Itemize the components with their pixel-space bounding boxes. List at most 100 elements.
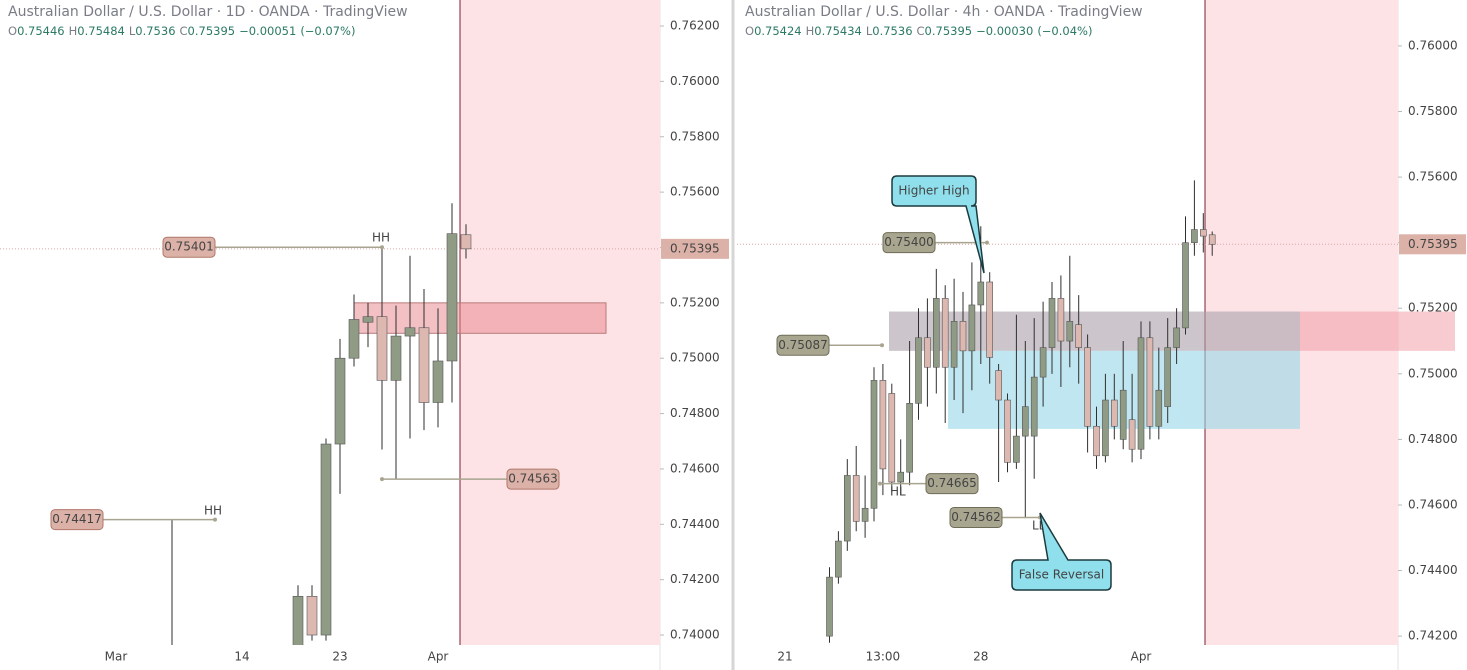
zone	[353, 302, 607, 334]
candle-body	[932, 298, 940, 368]
y-tick-label: 0.74000	[670, 628, 720, 642]
x-tick-label: 23	[332, 650, 347, 664]
price-label-dot	[878, 481, 882, 486]
candle-body	[1093, 425, 1100, 457]
change-pct: (−0.07%)	[300, 24, 356, 38]
change-pct: (−0.04%)	[1037, 24, 1093, 38]
ohlc-value: 0.7536	[872, 24, 913, 38]
y-tick-label: 0.74200	[1408, 629, 1458, 643]
zone	[1300, 311, 1455, 351]
marker-label: HH	[204, 504, 222, 518]
callout	[1011, 512, 1112, 591]
candle-body	[1200, 229, 1207, 237]
y-tick-label: 0.75600	[670, 185, 720, 199]
price-label-box	[506, 468, 560, 490]
y-tick-label: 0.76000	[1408, 38, 1458, 52]
candle-body	[968, 304, 976, 352]
ohlc-key: L	[865, 24, 873, 38]
price-label-box	[925, 473, 979, 495]
price-label-box	[882, 232, 936, 254]
x-tick-label: 14	[234, 650, 249, 664]
y-tick-label: 0.75600	[1408, 170, 1458, 184]
candle-body	[1030, 376, 1038, 437]
x-tick-label: 28	[973, 650, 988, 664]
candle-body	[334, 357, 346, 445]
y-tick-label: 0.74600	[1408, 497, 1458, 511]
candle-body	[941, 298, 949, 368]
last-price-box	[1399, 234, 1466, 255]
candle-body	[390, 335, 402, 381]
y-tick-label: 0.75200	[670, 295, 720, 309]
candle-body	[376, 316, 388, 381]
ohlc-key: L	[128, 24, 136, 38]
candle-body	[1182, 242, 1189, 329]
candle-body	[959, 321, 967, 352]
price-label-box	[776, 334, 830, 356]
candle-body	[950, 321, 958, 368]
legend: Australian Dollar / U.S. Dollar · 1D · O…	[8, 3, 408, 41]
x-tick-label: 21	[777, 650, 792, 664]
candle-body	[1146, 337, 1154, 427]
candle-body	[446, 233, 458, 362]
last-price-label: 0.75395	[1408, 237, 1458, 251]
callout-text: False Reversal	[1019, 568, 1104, 582]
candle-body	[460, 234, 472, 250]
candle-body	[879, 380, 887, 470]
candle-body	[418, 327, 430, 403]
candle-body	[1013, 435, 1020, 463]
candle-body	[292, 595, 304, 645]
x-tick-label: 13:00	[866, 650, 901, 664]
ohlc-value: 0.75446	[17, 24, 65, 38]
candle-body	[1075, 324, 1082, 348]
candle-body	[1048, 298, 1056, 348]
price-label-text: 0.74665	[927, 476, 977, 490]
y-tick-label: 0.74400	[1408, 563, 1458, 577]
candle-body	[404, 327, 416, 337]
candle-body	[826, 576, 833, 637]
candle-body	[1208, 234, 1216, 245]
candle-body	[977, 281, 985, 306]
candle-body	[1057, 298, 1065, 342]
candle-body	[1102, 399, 1109, 457]
price-label-text: 0.74417	[52, 512, 102, 526]
candle-body	[1066, 321, 1074, 342]
candle-body	[843, 475, 851, 542]
ohlc-key: C	[179, 24, 188, 38]
candle-body	[1119, 389, 1127, 440]
y-tick-label: 0.75000	[670, 351, 720, 365]
change: −0.00030	[976, 24, 1034, 38]
ohlc-key: O	[8, 24, 18, 38]
y-tick-label: 0.74800	[670, 406, 720, 420]
candle-body	[1173, 327, 1180, 348]
ohlc-key: C	[916, 24, 925, 38]
price-label-box	[162, 236, 216, 258]
candle-body	[861, 507, 869, 522]
ohlc-value: 0.75395	[924, 24, 973, 38]
candle-body	[1155, 389, 1163, 427]
y-tick-label: 0.75800	[1408, 104, 1458, 118]
candle-body	[835, 540, 842, 578]
x-tick-label: Apr	[1131, 650, 1152, 664]
price-label-dot	[213, 517, 217, 522]
candle-body	[432, 360, 444, 403]
price-label-box	[50, 509, 104, 531]
ohlc-value: 0.75434	[814, 24, 862, 38]
zone	[889, 311, 1300, 351]
candle-body	[1128, 419, 1136, 450]
legend: Australian Dollar / U.S. Dollar · 4h · O…	[745, 3, 1143, 41]
y-tick-label: 0.75800	[670, 129, 720, 143]
change: −0.00051	[239, 24, 297, 38]
ohlc-value: 0.75484	[77, 24, 125, 38]
candle-body	[306, 595, 318, 636]
candle-body	[995, 370, 1002, 401]
ohlc-key: H	[805, 24, 815, 38]
callout-text: Higher High	[898, 184, 969, 198]
price-label-dot	[380, 245, 384, 250]
ohlc-value: 0.75395	[187, 24, 236, 38]
y-tick-label: 0.76000	[670, 74, 720, 88]
price-label-text: 0.75401	[164, 240, 214, 254]
x-tick-label: Apr	[428, 650, 449, 664]
candle-body	[1084, 347, 1091, 427]
candle-body	[320, 443, 332, 636]
